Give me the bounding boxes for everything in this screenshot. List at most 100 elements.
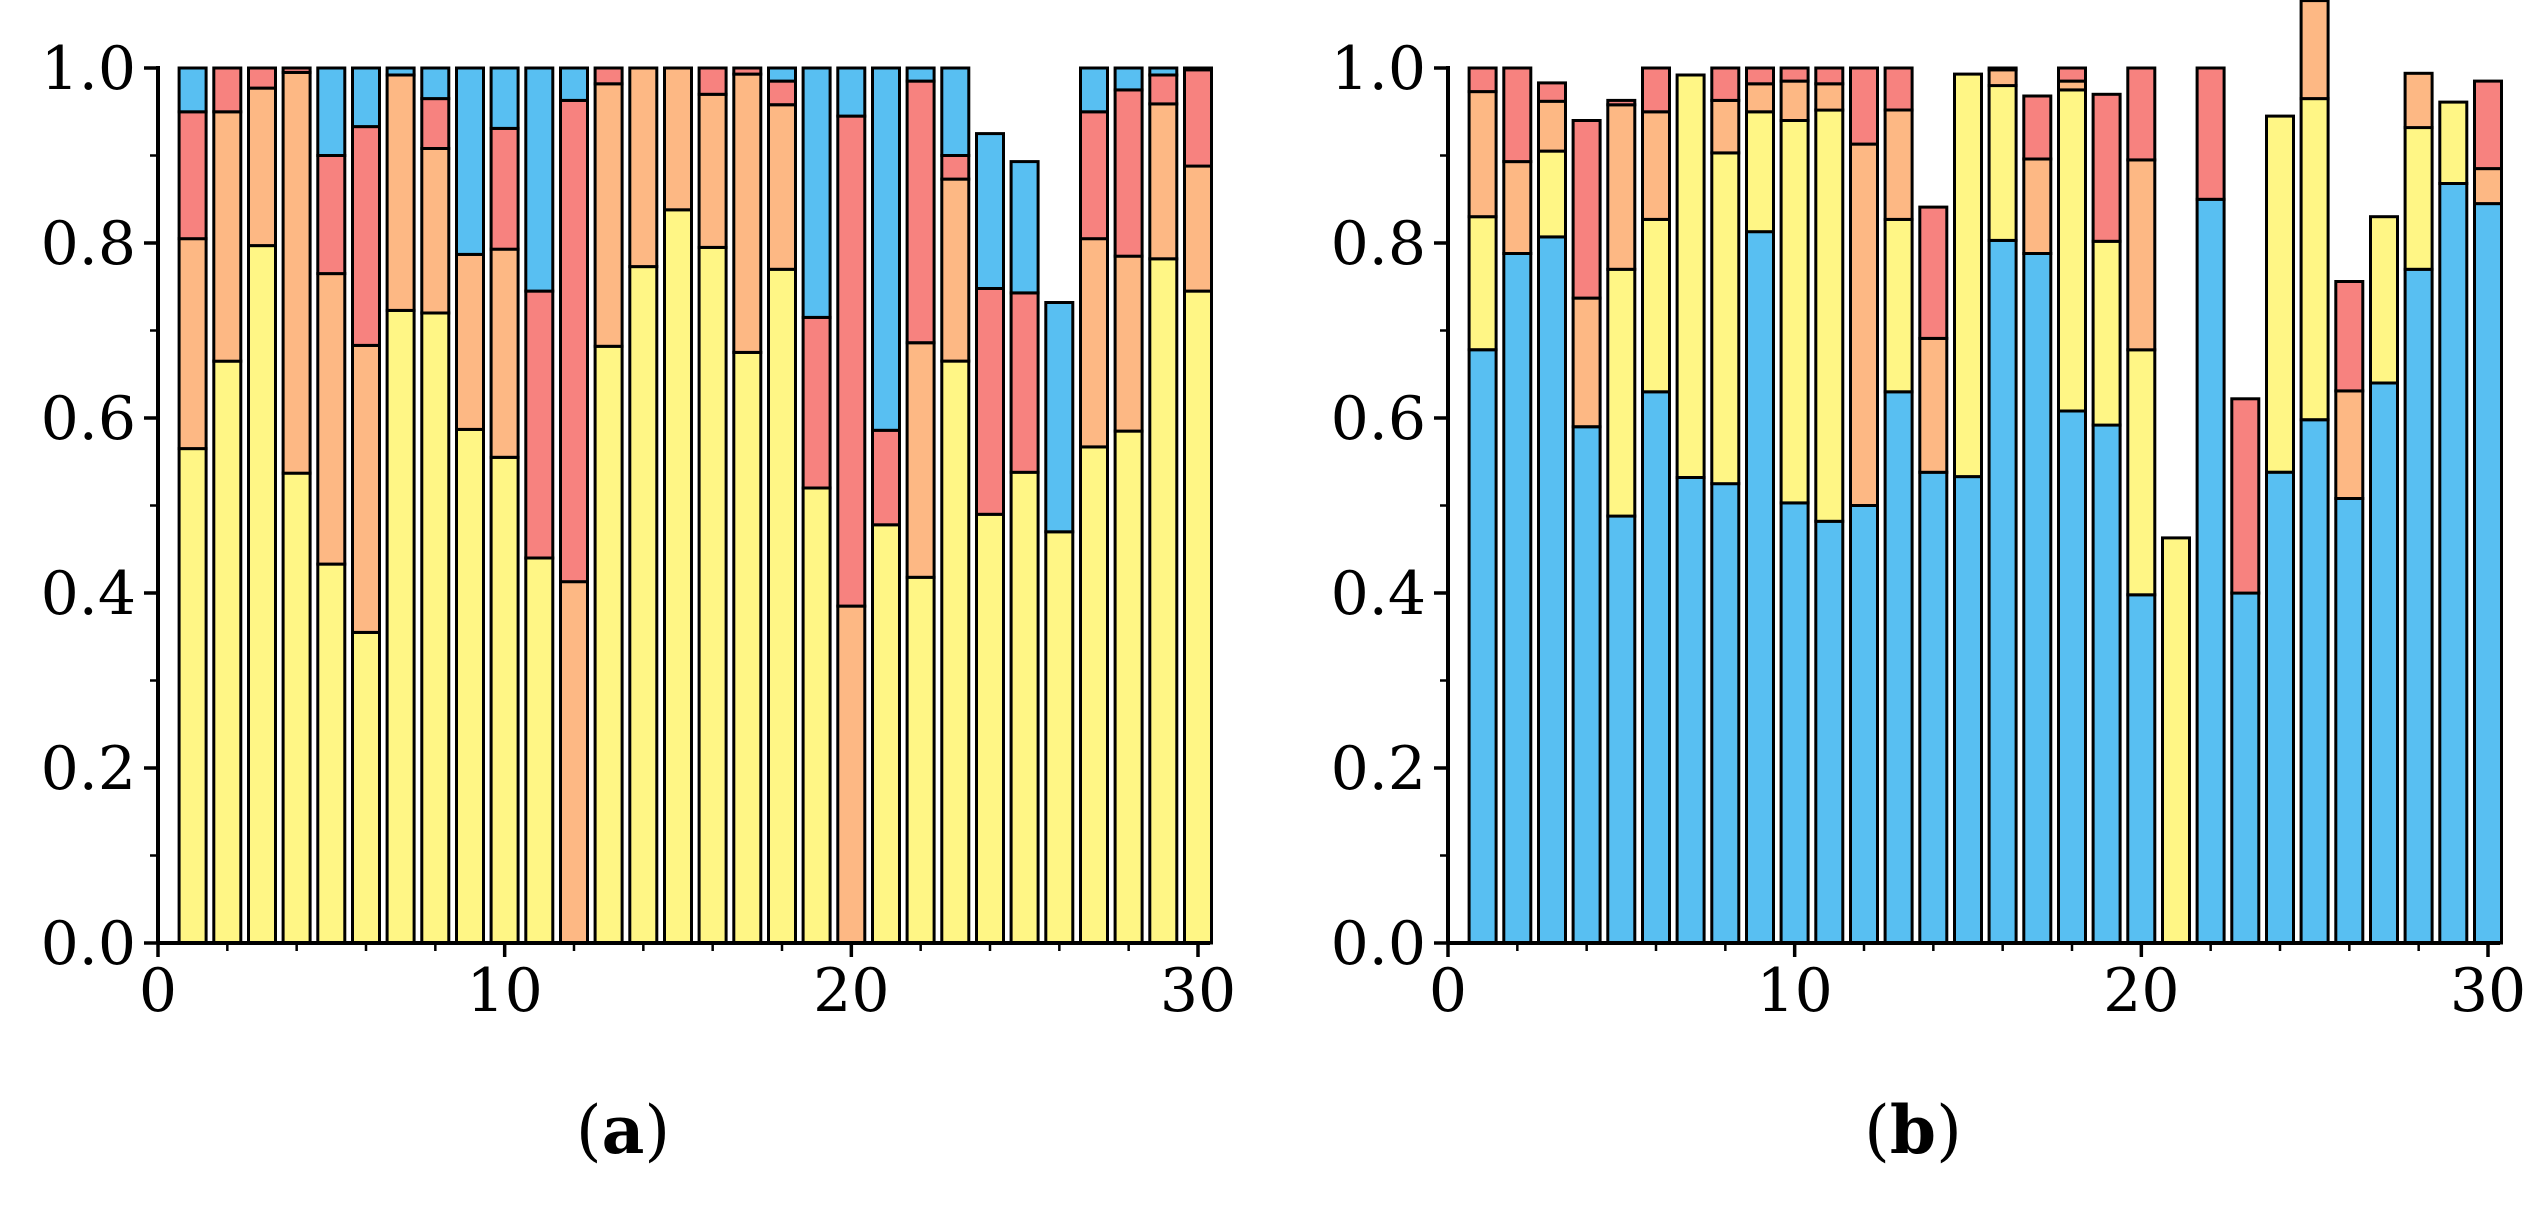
bar-segment-red bbox=[2334, 280, 2365, 393]
bar-segment-yellow bbox=[420, 311, 451, 945]
bar-segment-yellow bbox=[1467, 215, 1498, 352]
bar-segment-orange bbox=[2334, 389, 2365, 500]
bar-segment-orange bbox=[732, 72, 763, 354]
bar-segment-red bbox=[2126, 66, 2157, 162]
bar-segment-red bbox=[1606, 98, 1637, 107]
panel-b-label: (b) bbox=[1864, 1091, 1962, 1169]
y-tick-label: 0.6 bbox=[1331, 384, 1426, 454]
bar-segment-blue bbox=[1183, 66, 1213, 72]
bar-segment-orange bbox=[420, 147, 451, 315]
bar-segment-red bbox=[1987, 66, 2018, 72]
bar-segment-orange bbox=[177, 237, 208, 451]
bar-segment-red bbox=[2022, 94, 2053, 161]
bar-segment-yellow bbox=[1675, 73, 1706, 479]
bar-segment-orange bbox=[1502, 160, 1533, 256]
bar-segment-orange bbox=[281, 70, 312, 475]
bar-segment-blue bbox=[767, 66, 797, 83]
bar-segment-red bbox=[1641, 66, 1671, 114]
bar-segment-red bbox=[1779, 66, 1810, 83]
bar-segment-yellow bbox=[2438, 100, 2469, 185]
bar-segment-blue bbox=[524, 66, 555, 293]
bar-segment-red bbox=[2091, 92, 2122, 243]
bar-segment-blue bbox=[420, 66, 451, 101]
bar-segment-orange bbox=[385, 73, 416, 312]
bar-segment-orange bbox=[316, 272, 347, 566]
bar-segment-blue bbox=[2195, 197, 2226, 945]
bar-segment-blue bbox=[351, 66, 381, 129]
bar-segment-yellow bbox=[2265, 114, 2295, 474]
bar-segment-yellow bbox=[247, 244, 277, 945]
bar-segment-red bbox=[1502, 66, 1533, 164]
bar-segment-blue bbox=[385, 66, 416, 77]
bar-segment-blue bbox=[1953, 475, 1983, 945]
bar-segment-red bbox=[1113, 88, 1144, 258]
bar-segment-red bbox=[836, 114, 867, 608]
bar-segment-blue bbox=[177, 66, 208, 114]
bar-segment-yellow bbox=[489, 455, 520, 945]
y-tick-label: 0.0 bbox=[1331, 909, 1426, 979]
bar-segment-yellow bbox=[1987, 84, 2018, 242]
x-tick-label: 30 bbox=[1160, 956, 1236, 1026]
bar-segment-blue bbox=[1883, 390, 1914, 945]
bar-segment-red bbox=[1079, 110, 1109, 241]
bar-segment-yellow bbox=[1710, 151, 1741, 486]
bar-segment-orange bbox=[940, 177, 971, 363]
bar-segment-yellow bbox=[975, 512, 1005, 945]
bar-segment-yellow bbox=[2057, 88, 2087, 413]
bar-segment-blue bbox=[2473, 202, 2503, 945]
bar-segment-blue bbox=[1675, 476, 1706, 945]
bar-segment-blue bbox=[559, 66, 589, 102]
bar-segment-yellow bbox=[593, 344, 624, 945]
bar-segment-red bbox=[1148, 73, 1179, 106]
bar-segment-red bbox=[1537, 81, 1567, 103]
bar-segment-blue bbox=[1814, 519, 1845, 945]
bar-segment-red bbox=[732, 66, 763, 76]
bar-segment-red bbox=[177, 110, 208, 241]
bar-segment-yellow bbox=[1953, 72, 1983, 479]
bar-segment-red bbox=[420, 97, 451, 150]
bar-segment-blue bbox=[2230, 591, 2261, 945]
bar-segment-blue bbox=[1079, 66, 1109, 114]
bar-segment-blue bbox=[871, 66, 901, 432]
y-tick-label: 1.0 bbox=[1331, 34, 1426, 104]
bar-segment-yellow bbox=[455, 427, 485, 945]
bar-segment-blue bbox=[1918, 470, 1949, 945]
bar-segment-yellow bbox=[663, 208, 693, 945]
bar-segment-orange bbox=[1148, 102, 1179, 261]
bar-segment-blue bbox=[2299, 418, 2330, 945]
bar-segment-blue bbox=[1148, 66, 1179, 77]
bar-segment-yellow bbox=[2161, 536, 2191, 945]
bar-segment-red bbox=[871, 428, 901, 527]
bar-segment-blue bbox=[1009, 160, 1040, 295]
bars bbox=[1467, 0, 2503, 945]
bar-segment-yellow bbox=[177, 447, 208, 945]
bar-segment-yellow bbox=[628, 265, 659, 945]
bar-segment-blue bbox=[2403, 267, 2434, 945]
panel-a-label: (a) bbox=[576, 1091, 670, 1169]
bar-segment-red bbox=[1710, 66, 1741, 102]
bar-segment-blue bbox=[940, 66, 971, 157]
bar-segment-orange bbox=[2126, 158, 2157, 352]
bar-segment-blue bbox=[2438, 182, 2469, 945]
bar-segment-yellow bbox=[1183, 289, 1213, 945]
bar-segment-yellow bbox=[2299, 97, 2330, 422]
bar-segment-blue bbox=[1987, 238, 2018, 945]
bar-segment-orange bbox=[1814, 82, 1845, 112]
bar-segment-orange bbox=[628, 66, 659, 269]
bar-segment-orange bbox=[905, 341, 936, 579]
bar-segment-orange bbox=[2022, 157, 2053, 255]
bar-segment-blue bbox=[2265, 470, 2295, 945]
y-tick-label: 0.8 bbox=[41, 209, 136, 279]
bar-segment-yellow bbox=[1606, 267, 1637, 518]
bar-segment-yellow bbox=[1537, 149, 1567, 239]
y-tick-label: 0.2 bbox=[41, 734, 136, 804]
bar-segment-orange bbox=[836, 604, 867, 945]
bar-segment-yellow bbox=[940, 359, 971, 945]
bar-segment-orange bbox=[559, 580, 589, 945]
bar-segment-orange bbox=[1779, 79, 1810, 122]
bar-segment-yellow bbox=[2091, 239, 2122, 427]
bar-segment-orange bbox=[1537, 99, 1567, 153]
bar-segment-yellow bbox=[1641, 217, 1671, 394]
bar-segment-blue bbox=[1779, 501, 1810, 945]
